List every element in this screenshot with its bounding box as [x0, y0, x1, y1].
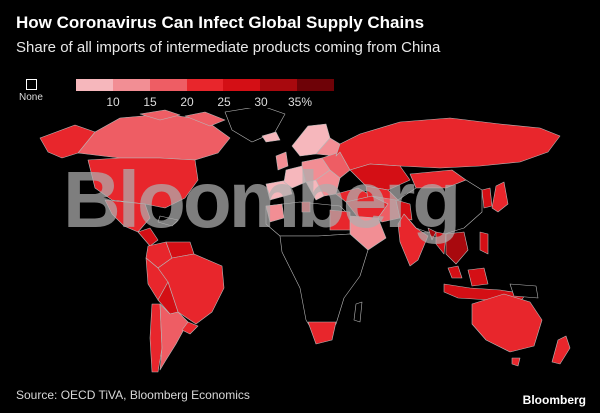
map-region-new-zealand — [551, 335, 571, 365]
map-region-morocco — [265, 203, 285, 223]
legend-bin-5 — [223, 79, 261, 91]
map-region-france — [283, 165, 307, 189]
map-region-pakistan — [395, 199, 413, 221]
legend-tick-25: 25 — [217, 95, 231, 109]
map-region-indochina — [445, 231, 469, 265]
map-region-iceland — [261, 131, 281, 143]
map-region-australia — [471, 293, 543, 353]
legend-tick-30: 30 — [254, 95, 268, 109]
map-region-iberia — [265, 179, 293, 201]
map-region-madagascar — [353, 301, 363, 323]
bloomberg-watermark: Bloomberg — [63, 155, 461, 244]
map-region-balkans — [315, 169, 341, 197]
bloomberg-logo: Bloomberg — [522, 393, 586, 407]
legend-bin-6 — [260, 79, 298, 91]
world-map — [39, 108, 571, 373]
map-region-myanmar — [435, 231, 447, 255]
map-region-tunisia — [301, 201, 311, 213]
legend-bin-3 — [149, 79, 187, 91]
map-region-philippines — [479, 231, 489, 255]
legend-bin-2 — [112, 79, 150, 91]
map-region-uk — [275, 151, 289, 171]
map-region-usa — [87, 157, 199, 209]
chart-subtitle: Share of all imports of intermediate pro… — [16, 39, 441, 56]
legend-bin-1 — [76, 79, 113, 91]
source-note: Source: OECD TiVA, Bloomberg Economics — [16, 388, 250, 402]
map-region-caribbean — [157, 215, 179, 227]
legend-color-bar — [76, 79, 335, 91]
legend-bin-7 — [297, 79, 335, 91]
legend-tick-35: 35% — [287, 95, 313, 109]
legend-tick-15: 15 — [143, 95, 157, 109]
map-region-argentina — [159, 303, 189, 371]
chart-title: How Coronavirus Can Infect Global Supply… — [16, 13, 425, 32]
legend-tick-20: 20 — [180, 95, 194, 109]
map-region-borneo — [467, 267, 489, 287]
legend-tick-10: 10 — [106, 95, 120, 109]
legend-none-label: None — [19, 92, 43, 103]
map-region-india — [397, 213, 429, 267]
map-region-south-africa — [307, 321, 337, 345]
map-region-sub-saharan-africa — [279, 233, 369, 341]
map-region-bangladesh — [427, 227, 437, 241]
legend-bin-4 — [186, 79, 224, 91]
map-region-uruguay — [181, 321, 199, 335]
map-region-central-america — [137, 227, 159, 247]
map-region-korea — [481, 187, 493, 209]
map-region-malaysia — [447, 265, 463, 279]
map-region-new-guinea — [509, 283, 539, 299]
map-region-canada-arctic — [139, 109, 226, 127]
map-region-brazil — [157, 253, 225, 325]
legend-none-swatch — [26, 79, 37, 90]
map-region-tasmania — [511, 357, 521, 367]
map-region-egypt — [329, 209, 351, 231]
map-region-japan — [491, 181, 509, 213]
